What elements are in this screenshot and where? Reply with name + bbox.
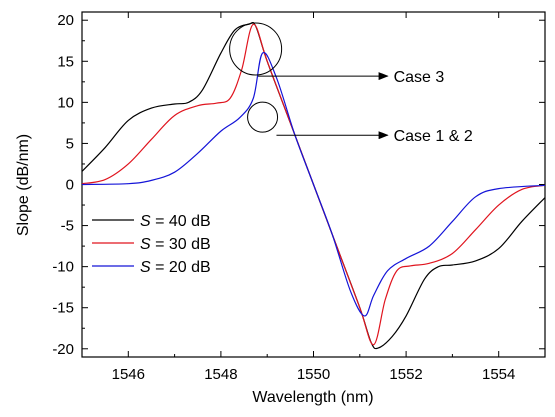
y-axis-ticks: -20 -15 -10 -5 0 5 10 15 20: [52, 12, 545, 358]
annotation-circle-0: [229, 22, 283, 76]
y-tick-label: 0: [66, 177, 74, 194]
legend-label-0: S = 40 dB: [140, 213, 211, 230]
y-tick-label: -10: [52, 259, 74, 276]
x-axis-label: Wavelength (nm): [252, 389, 373, 406]
y-axis-label: Slope (dB/nm): [15, 134, 32, 236]
legend-label-2: S = 20 dB: [140, 259, 211, 276]
x-tick-label: 1550: [297, 366, 330, 383]
series-line-2: [82, 51, 545, 317]
legend: S = 40 dBS = 30 dBS = 20 dB: [92, 213, 211, 276]
x-tick-label: 1552: [389, 366, 422, 383]
legend-label-rest: = 30 dB: [151, 236, 211, 253]
annotation-circle-1: [247, 101, 279, 133]
x-axis-ticks: 1546 1548 1550 1552 1554: [81, 12, 546, 383]
series-group: [82, 21, 545, 350]
legend-label-italic: S: [140, 236, 151, 253]
legend-label-italic: S: [140, 213, 151, 230]
x-tick-label: 1554: [482, 366, 515, 383]
legend-label-1: S = 30 dB: [140, 236, 211, 253]
y-tick-label: 20: [57, 12, 74, 29]
legend-label-rest: = 40 dB: [151, 213, 211, 230]
y-tick-label: -5: [61, 218, 74, 235]
y-tick-label: 15: [57, 53, 74, 70]
annotation-label-1: Case 1 & 2: [394, 128, 473, 145]
y-tick-label: -15: [52, 300, 74, 317]
legend-label-italic: S: [140, 259, 151, 276]
x-tick-label: 1548: [204, 366, 237, 383]
legend-label-rest: = 20 dB: [151, 259, 211, 276]
annotation-label-0: Case 3: [394, 69, 445, 86]
y-tick-label: -20: [52, 341, 74, 358]
annotation-group: Case 3 Case 1 & 2: [229, 22, 473, 145]
y-tick-label: 5: [66, 135, 74, 152]
x-tick-label: 1546: [112, 366, 145, 383]
y-tick-label: 10: [57, 94, 74, 111]
